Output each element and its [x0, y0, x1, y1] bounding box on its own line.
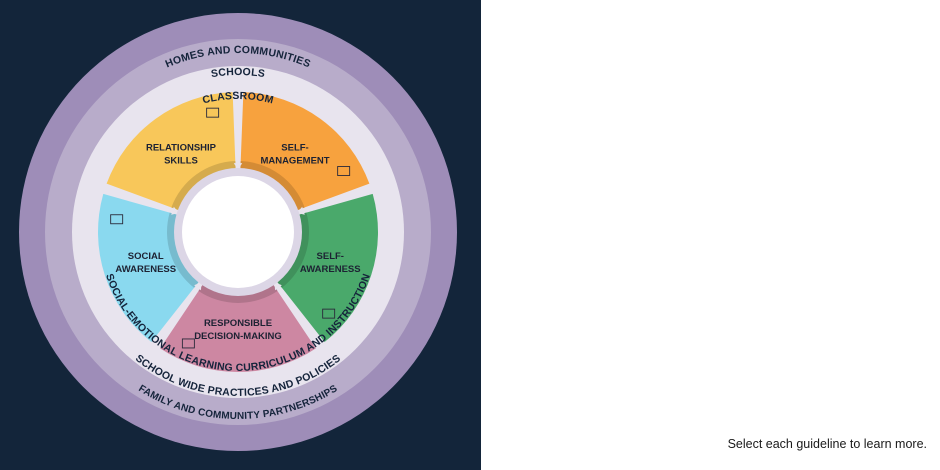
segment-label: DECISION-MAKING: [194, 331, 282, 342]
expand-icon[interactable]: [206, 107, 220, 118]
expand-icon[interactable]: [110, 214, 124, 225]
arrow-notch-icon: [274, 282, 282, 291]
segment-label: AWARENESS: [115, 264, 176, 275]
segment-label: SELF-: [281, 143, 308, 154]
segment-label: MANAGEMENT: [260, 156, 329, 167]
ring-label-schools: SCHOOLS: [210, 66, 266, 80]
instruction-text: Select each guideline to learn more.: [727, 437, 927, 451]
expand-icon[interactable]: [322, 308, 336, 319]
arrow-notch-icon: [194, 282, 202, 291]
sel-framework-diagram: SELF- MANAGEMENT SELF- AWARENESS RESPONSIBLE…: [0, 0, 481, 470]
sel-wheel: SELF- MANAGEMENT SELF- AWARENESS RESPONSIBLE…: [19, 13, 457, 451]
arrow-notch-icon: [233, 163, 243, 170]
center-circle: [182, 176, 294, 288]
segment-label: AWARENESS: [300, 264, 361, 275]
segment-label: SELF-: [317, 251, 344, 262]
ring-label-classroom: CLASSROOM: [201, 90, 274, 106]
expand-icon[interactable]: [181, 338, 195, 349]
expand-icon[interactable]: [337, 166, 351, 176]
segment-label: SKILLS: [164, 156, 198, 167]
segment-wedge: [160, 281, 316, 373]
segment-label: SOCIAL: [128, 251, 164, 262]
segment-label: RESPONSIBLE: [204, 318, 272, 329]
segment-label: RELATIONSHIP: [146, 143, 217, 154]
